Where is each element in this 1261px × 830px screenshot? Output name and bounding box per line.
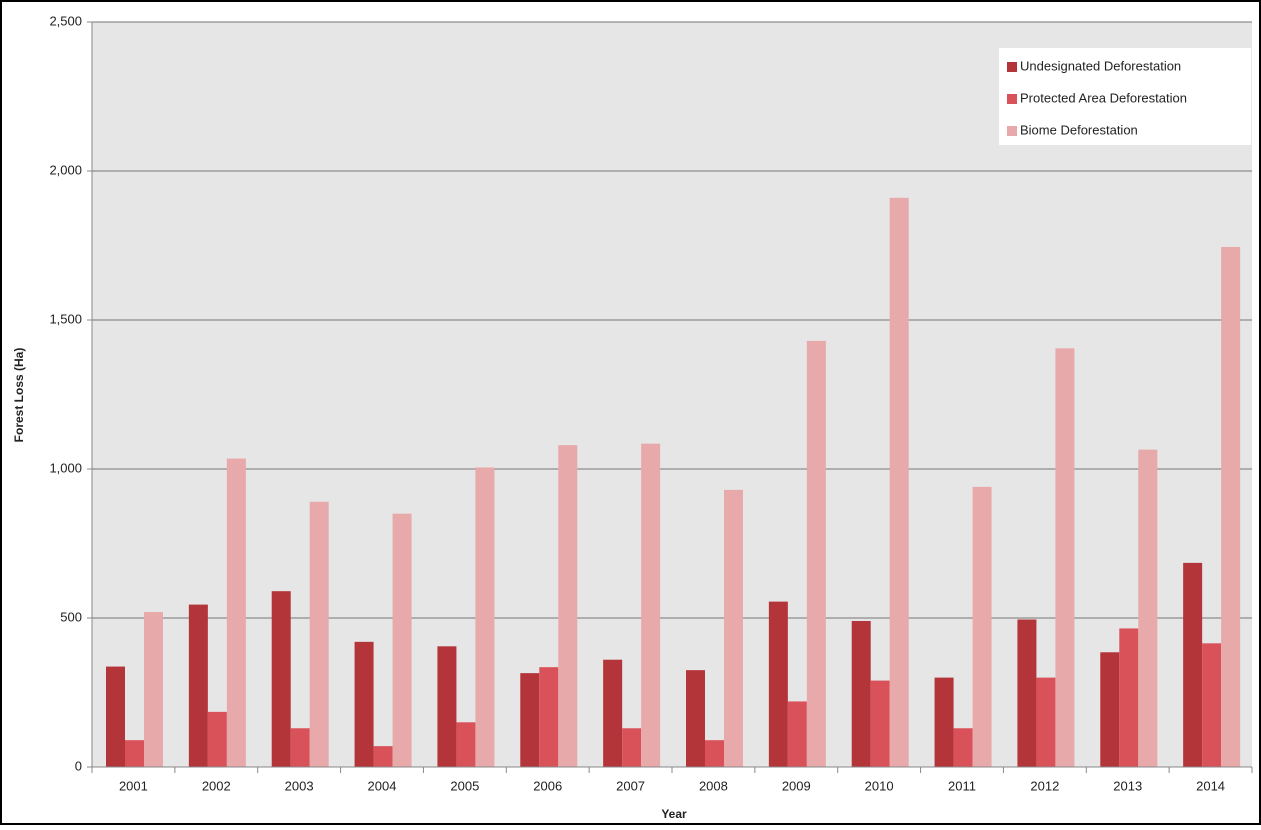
bar [144, 612, 163, 767]
x-tick-label: 2013 [1113, 778, 1142, 793]
x-tick-label: 2010 [865, 778, 894, 793]
x-tick-label: 2006 [533, 778, 562, 793]
bar [972, 486, 992, 767]
y-tick-label: 2,500 [49, 13, 82, 28]
y-tick-label: 2,000 [49, 162, 82, 177]
x-axis-title: Year [661, 807, 687, 821]
bar [520, 673, 540, 767]
legend-swatch [1007, 62, 1017, 72]
bar [188, 604, 208, 767]
bar [309, 501, 329, 767]
bar [622, 728, 642, 767]
x-tick-label: 2005 [450, 778, 479, 793]
y-tick-label: 1,000 [49, 460, 82, 475]
bar [870, 680, 890, 767]
x-tick-label: 2012 [1030, 778, 1059, 793]
legend-label: Protected Area Deforestation [1020, 90, 1187, 105]
bar [724, 489, 743, 767]
bar [787, 701, 807, 767]
bar [603, 659, 623, 767]
bar [641, 443, 661, 767]
legend-label: Biome Deforestation [1020, 122, 1138, 137]
legend-box [999, 48, 1251, 145]
bar [456, 722, 476, 767]
x-tick-label: 2014 [1196, 778, 1225, 793]
bar [226, 458, 246, 767]
x-tick-label: 2009 [782, 778, 811, 793]
bar [1100, 652, 1120, 767]
bar [851, 620, 871, 767]
x-tick-label: 2004 [368, 778, 397, 793]
bar [686, 670, 705, 767]
x-tick-label: 2011 [948, 778, 976, 793]
bar [106, 666, 125, 767]
legend-swatch [1007, 126, 1017, 136]
bar [392, 513, 412, 767]
bar [1202, 643, 1222, 767]
y-tick-label: 0 [75, 758, 82, 773]
y-axis-title: Forest Loss (Ha) [12, 348, 26, 443]
bar [889, 197, 909, 767]
bar [705, 740, 724, 767]
bar [437, 646, 457, 767]
bar [539, 667, 559, 767]
bar [953, 728, 973, 767]
bar [1017, 619, 1037, 767]
x-tick-label: 2007 [616, 778, 645, 793]
bar [1036, 677, 1056, 767]
bar [271, 591, 291, 767]
bar [290, 728, 310, 767]
bar [768, 601, 788, 767]
legend-swatch [1007, 94, 1017, 104]
y-tick-label: 500 [60, 609, 82, 624]
y-tick-label: 1,500 [49, 311, 82, 326]
bar [207, 711, 227, 767]
bar [806, 340, 826, 767]
legend-label: Undesignated Deforestation [1020, 58, 1181, 73]
x-tick-label: 2002 [202, 778, 231, 793]
bar [475, 467, 495, 767]
x-tick-label: 2001 [119, 778, 148, 793]
x-tick-label: 2003 [285, 778, 314, 793]
bar [1055, 348, 1075, 767]
bar [1138, 449, 1158, 767]
bar [1183, 562, 1203, 767]
bar [354, 641, 374, 767]
bar [1119, 628, 1139, 767]
x-tick-label: 2008 [699, 778, 728, 793]
bar [558, 445, 578, 767]
bar [373, 746, 393, 767]
bar [125, 740, 144, 767]
bar [934, 677, 954, 767]
bar [1221, 246, 1241, 768]
